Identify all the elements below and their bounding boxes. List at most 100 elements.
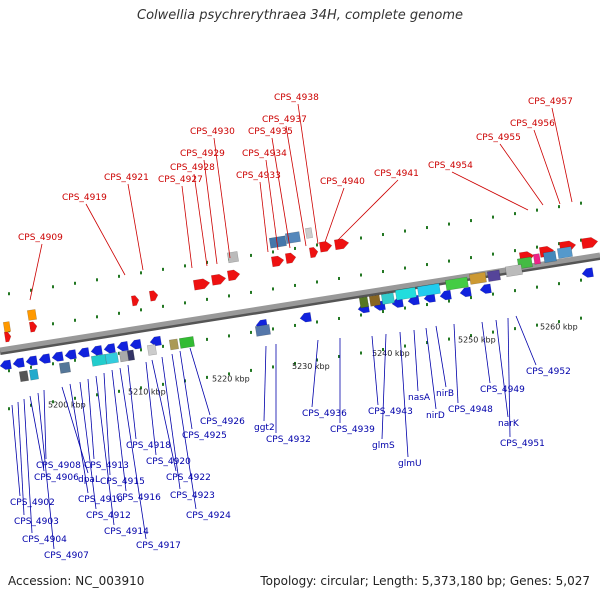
feature-box xyxy=(532,253,541,265)
reverse-gene-arrow xyxy=(149,335,162,347)
bottom-track-tick xyxy=(470,334,472,338)
bottom-track-tick xyxy=(448,299,450,303)
reverse-gene-arrow-shape xyxy=(459,286,472,298)
forward-gene-arrow-shape xyxy=(580,237,599,250)
bottom-track-tick xyxy=(558,282,560,286)
top-track-tick xyxy=(426,263,428,267)
top-label-leader xyxy=(271,137,291,249)
bottom-gene-label: CPS_4924 xyxy=(186,511,231,521)
top-label-leader xyxy=(193,173,208,267)
bottom-label-leader xyxy=(263,345,267,422)
bottom-label-leader xyxy=(425,327,437,410)
bottom-track-tick xyxy=(492,330,494,334)
top-label-leader xyxy=(181,185,193,269)
feature-box-shape xyxy=(556,246,573,259)
feature-box-shape xyxy=(26,309,37,321)
feature-box xyxy=(226,251,239,264)
bottom-gene-label: CPS_4907 xyxy=(44,551,89,561)
bottom-track-tick xyxy=(206,375,208,379)
feature-box-shape xyxy=(90,354,107,367)
reverse-gene-arrow-shape xyxy=(64,349,77,360)
feature-box-shape xyxy=(368,294,381,307)
top-track-tick xyxy=(338,276,340,280)
feature-box-shape xyxy=(18,370,29,383)
top-track-tick xyxy=(360,236,362,240)
top-gene-label: CPS_4940 xyxy=(320,177,365,187)
top-track-tick xyxy=(118,274,120,278)
top-track-tick xyxy=(30,288,32,292)
bottom-label-leader xyxy=(17,401,25,516)
top-track-tick xyxy=(294,246,296,250)
top-label-leader xyxy=(85,203,126,276)
top-track-tick xyxy=(558,242,560,246)
feature-box-shape xyxy=(444,276,469,291)
reverse-gene-arrow xyxy=(12,357,25,368)
bottom-label-leader xyxy=(171,353,197,510)
bottom-label-leader xyxy=(79,381,97,510)
bottom-track-tick xyxy=(250,330,252,334)
forward-gene-arrow-shape xyxy=(130,295,140,307)
bottom-gene-label: CPS_4923 xyxy=(170,491,215,501)
bottom-track-tick xyxy=(8,407,10,411)
bottom-gene-label: CPS_4913 xyxy=(84,461,129,471)
bottom-track-tick xyxy=(74,358,76,362)
reverse-gene-arrow-shape xyxy=(12,357,25,368)
top-track-tick xyxy=(96,315,98,319)
feature-box xyxy=(2,321,11,333)
feature-box-shape xyxy=(104,352,119,365)
top-track-tick xyxy=(250,290,252,294)
bottom-track-tick xyxy=(52,400,54,404)
feature-box xyxy=(90,354,107,367)
feature-box-shape xyxy=(146,344,157,356)
bottom-label-leader xyxy=(103,372,111,476)
reverse-gene-arrow-shape xyxy=(439,289,452,301)
top-track-tick xyxy=(492,252,494,256)
bottom-label-leader xyxy=(189,347,211,416)
top-track-tick xyxy=(448,259,450,263)
axis-tick-label: 5210 kbp xyxy=(128,388,166,397)
top-gene-label: CPS_4938 xyxy=(274,93,319,103)
axis-tick-label: 5230 kbp xyxy=(292,362,330,371)
bottom-gene-label: nasA xyxy=(408,393,431,403)
bottom-label-leader xyxy=(435,325,447,388)
reverse-gene-arrow-shape xyxy=(129,338,142,350)
top-track-tick xyxy=(250,253,252,257)
reverse-gene-arrow-shape xyxy=(90,345,103,356)
accession-text: Accession: NC_003910 xyxy=(8,574,145,588)
bottom-gene-label: dpaL xyxy=(78,475,100,485)
top-track-tick xyxy=(382,270,384,274)
feature-box-shape xyxy=(380,292,395,305)
feature-box-shape xyxy=(254,324,271,337)
bottom-label-leader xyxy=(151,359,177,472)
bottom-track-tick xyxy=(316,320,318,324)
top-track-tick xyxy=(558,205,560,209)
bottom-track-tick xyxy=(140,348,142,352)
feature-box xyxy=(304,227,313,239)
bottom-label-leader xyxy=(111,369,127,492)
forward-gene-arrow xyxy=(284,252,297,264)
forward-gene-arrow-shape xyxy=(3,331,12,343)
bottom-track-tick xyxy=(272,327,274,331)
bottom-label-leader xyxy=(127,364,137,440)
bottom-track-tick xyxy=(514,289,516,293)
top-track-tick xyxy=(140,271,142,275)
feature-box-shape xyxy=(468,271,487,285)
feature-box xyxy=(26,309,37,321)
top-track-tick xyxy=(140,308,142,312)
feature-box xyxy=(368,294,381,307)
feature-box xyxy=(556,246,573,259)
top-track-tick xyxy=(448,222,450,226)
top-track-tick xyxy=(162,304,164,308)
top-track-tick xyxy=(206,260,208,264)
feature-box-shape xyxy=(268,235,287,249)
feature-box-shape xyxy=(504,264,523,278)
reverse-gene-arrow-shape xyxy=(103,343,116,354)
top-track-tick xyxy=(294,283,296,287)
top-gene-label: CPS_4955 xyxy=(476,133,521,143)
bottom-track-tick xyxy=(228,372,230,376)
top-gene-label: CPS_4937 xyxy=(262,115,307,125)
feature-box xyxy=(444,276,469,291)
bottom-label-leader xyxy=(95,375,115,526)
feature-box xyxy=(58,361,71,374)
